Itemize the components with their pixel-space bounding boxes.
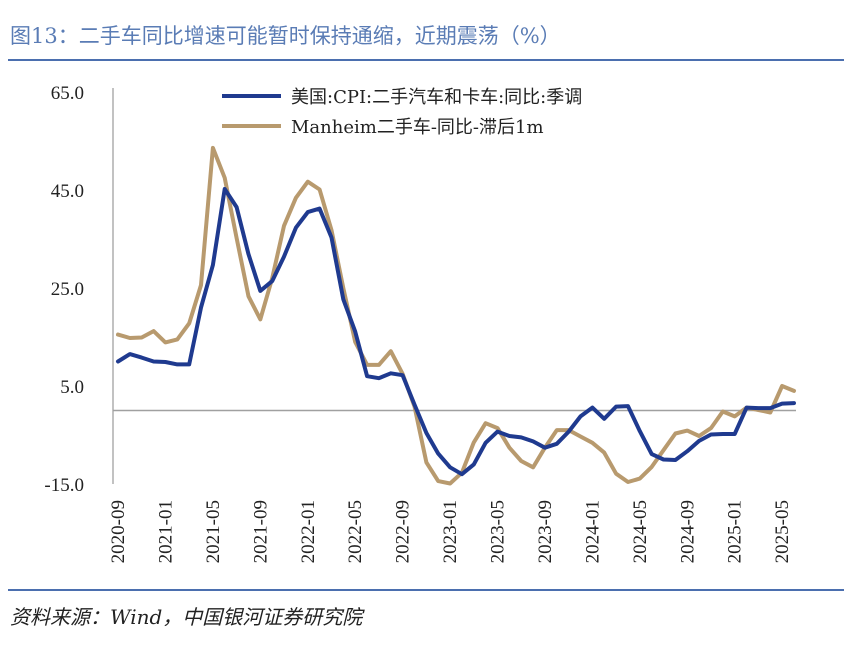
x-tick-label: 2023-05 — [488, 500, 509, 563]
x-tick-label: 2022-09 — [393, 500, 414, 563]
x-tick-label: 2021-01 — [155, 500, 176, 563]
x-tick-label: 2021-05 — [203, 500, 224, 563]
source-note: 资料来源：Wind，中国银河证券研究院 — [10, 605, 363, 629]
x-tick-label: 2023-01 — [440, 500, 461, 563]
x-tick-label: 2022-01 — [298, 500, 319, 563]
x-tick-label: 2020-09 — [108, 500, 129, 563]
x-tick-label: 2023-09 — [535, 500, 556, 563]
series-line-2 — [116, 145, 796, 486]
y-tick-label: 5.0 — [60, 377, 84, 398]
top-rule — [8, 59, 844, 61]
y-tick-label: -15.0 — [44, 475, 84, 496]
y-tick-label: 25.0 — [51, 279, 84, 300]
y-tick-label: 65.0 — [51, 83, 84, 104]
legend-label-1: 美国:CPI:二手汽车和卡车:同比:季调 — [291, 87, 582, 108]
line-chart: 65.0 45.0 25.0 5.0 -15.0 2020-09 2021-01 2021-… — [44, 83, 796, 563]
y-tick-label: 45.0 — [51, 181, 84, 202]
x-tick-label: 2025-05 — [772, 500, 793, 563]
bottom-rule — [8, 589, 844, 591]
x-tick-label: 2025-01 — [725, 500, 746, 563]
series-line-1 — [116, 187, 796, 477]
legend-label-2: Manheim二手车-同比-滞后1m — [291, 117, 544, 138]
x-tick-label: 2022-05 — [345, 500, 366, 563]
x-tick-label: 2024-01 — [582, 500, 603, 563]
x-tick-label: 2021-09 — [250, 500, 271, 563]
x-tick-label: 2024-09 — [677, 500, 698, 563]
figure-title: 图13：二手车同比增速可能暂时保持通缩，近期震荡（%） — [10, 24, 561, 48]
x-tick-label: 2024-05 — [630, 500, 651, 563]
